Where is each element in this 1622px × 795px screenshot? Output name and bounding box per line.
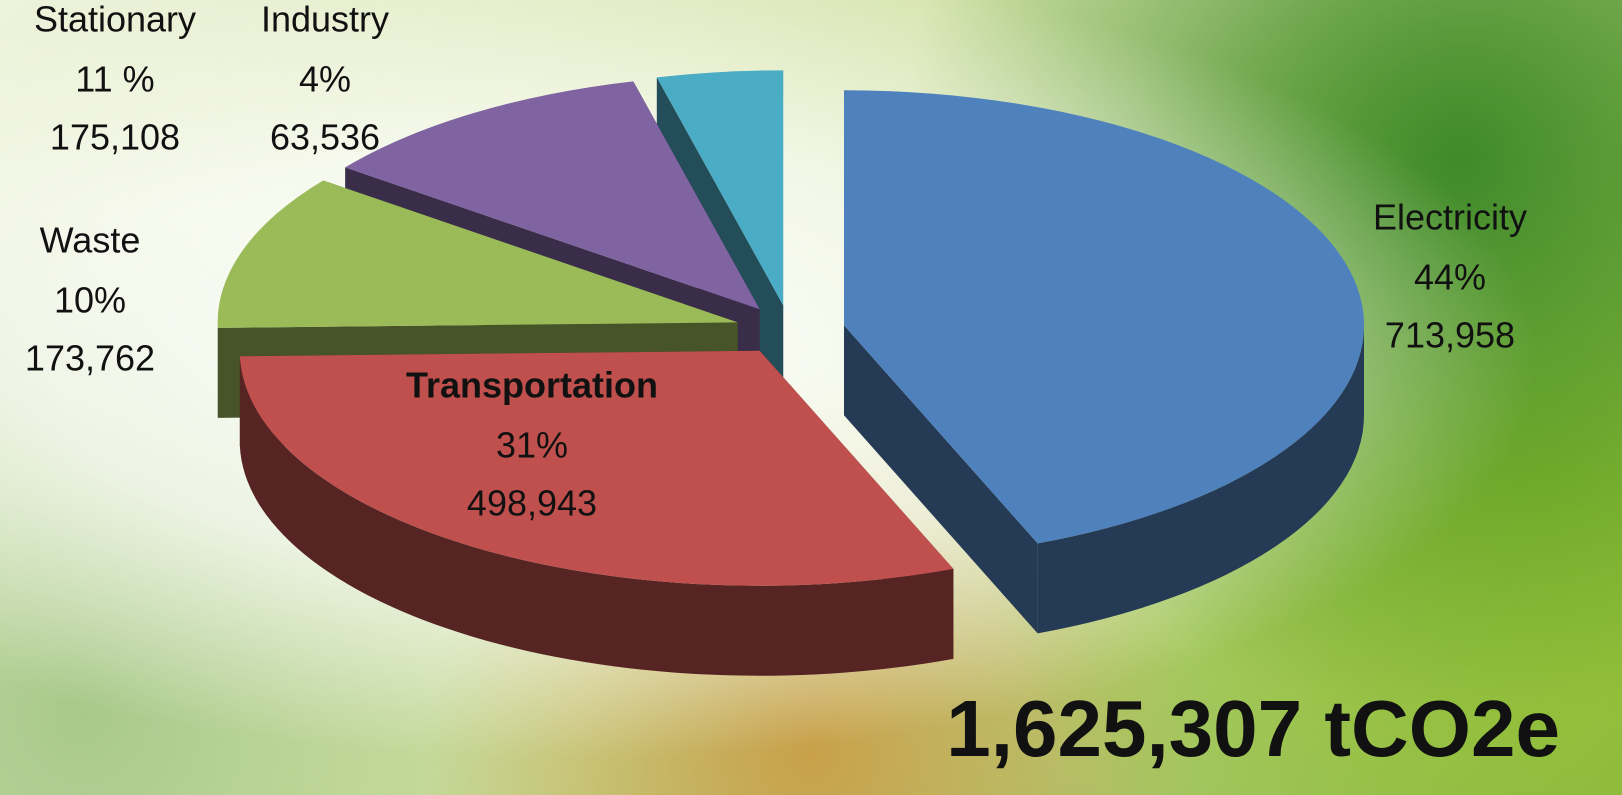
percent-label: 10% (54, 280, 126, 321)
value-label: 175,108 (50, 117, 180, 158)
percent-label: 11 % (75, 59, 154, 100)
chart: Electricity 44% 713,958 Transportation 31% 49… (0, 0, 1622, 795)
value-label: 63,536 (270, 117, 380, 158)
slice-label: Electricity (1373, 197, 1527, 238)
total-label: 1,625,307 tCO2e (946, 684, 1560, 773)
value-label: 173,762 (25, 338, 155, 379)
slice-label: Waste (40, 220, 141, 261)
percent-label: 44% (1414, 257, 1486, 298)
percent-label: 4% (299, 59, 351, 100)
slice-label: Industry (261, 0, 389, 40)
slice-label: Transportation (406, 365, 658, 406)
value-label: 713,958 (1385, 315, 1515, 356)
percent-label: 31% (496, 425, 568, 466)
slide: Electricity 44% 713,958 Transportation 31% 49… (0, 0, 1622, 795)
slice-label: Stationary (34, 0, 196, 40)
value-label: 498,943 (467, 483, 597, 524)
